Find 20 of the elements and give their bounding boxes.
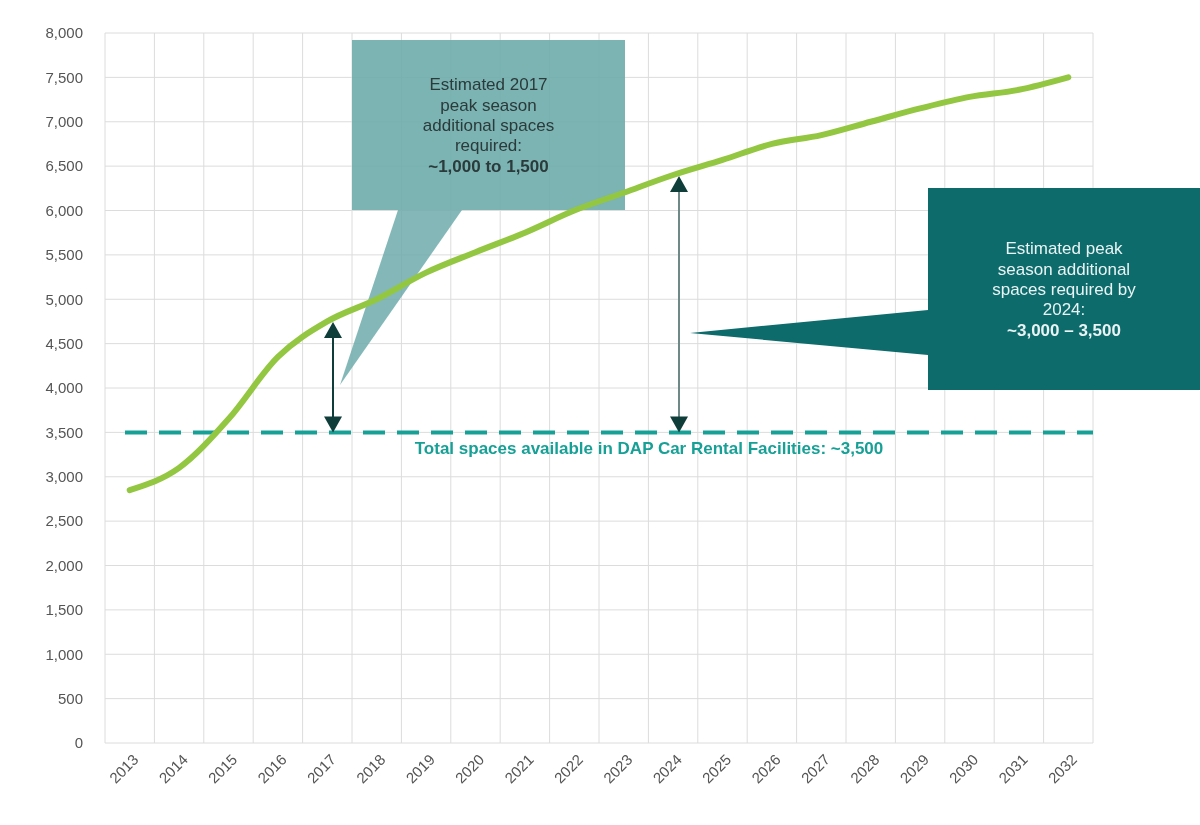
y-tick-label: 8,000 (45, 24, 83, 42)
y-tick-label: 4,500 (45, 334, 83, 352)
y-tick-label: 0 (74, 734, 83, 752)
y-tick-label: 7,000 (45, 113, 83, 130)
y-tick-label: 2,000 (45, 556, 83, 574)
y-tick-label: 4,000 (45, 379, 83, 397)
y-tick-label: 3,000 (45, 468, 83, 485)
ref-line-label: Total spaces available in DAP Car Rental Facilities: ~3,500 (414, 439, 884, 459)
y-tick-label: 1,500 (45, 601, 83, 619)
y-tick-label: 500 (57, 689, 83, 707)
y-tick-label: 6,000 (45, 201, 83, 219)
y-tick-label: 5,000 (45, 290, 83, 308)
y-tick-label: 5,500 (45, 246, 83, 264)
annotation: Estimated 2017 peak season additional spaces required: ~1,000 to 1,500 (422, 75, 555, 176)
y-tick-label: 3,500 (45, 423, 83, 441)
annotation: Estimated peak season additional spaces required by 2024: ~3,000 – 3,500 (992, 239, 1137, 340)
y-tick-label: 7,500 (45, 68, 83, 86)
y-tick-label: 1,000 (45, 645, 83, 663)
y-tick-label: 6,500 (45, 157, 83, 175)
y-tick-label: 2,500 (45, 512, 83, 530)
